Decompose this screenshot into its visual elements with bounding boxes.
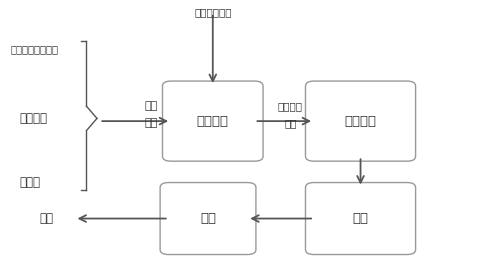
Text: 通氮: 通氮 <box>284 118 297 128</box>
Text: 产品: 产品 <box>39 212 53 225</box>
Text: 烘干: 烘干 <box>353 212 369 225</box>
Text: 一锅: 一锅 <box>144 118 157 128</box>
Text: 双氧水: 双氧水 <box>20 175 41 188</box>
Text: 羧甲基马铃薯淀粉: 羧甲基马铃薯淀粉 <box>10 44 58 54</box>
Text: 丙烯酸及其盐: 丙烯酸及其盐 <box>194 7 231 17</box>
FancyBboxPatch shape <box>305 183 415 255</box>
Text: 氧化: 氧化 <box>144 101 157 111</box>
Text: 搅拌均匀: 搅拌均匀 <box>197 115 229 128</box>
FancyBboxPatch shape <box>160 183 256 255</box>
Text: 粉碎: 粉碎 <box>200 212 216 225</box>
FancyBboxPatch shape <box>305 81 415 161</box>
Text: 接枝聚合: 接枝聚合 <box>345 115 377 128</box>
FancyBboxPatch shape <box>163 81 263 161</box>
Text: 水浴加热: 水浴加热 <box>278 101 303 111</box>
Text: 去离子水: 去离子水 <box>20 112 48 125</box>
